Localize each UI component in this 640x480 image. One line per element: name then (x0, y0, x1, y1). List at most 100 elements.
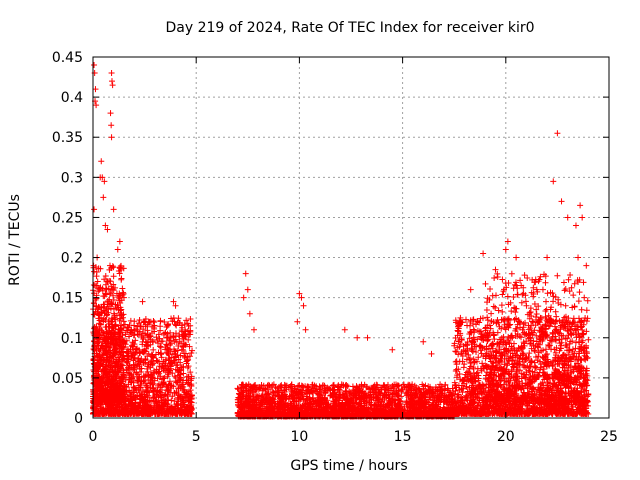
data-point (147, 364, 154, 371)
data-point (165, 320, 172, 327)
data-point (119, 314, 126, 321)
data-point (143, 389, 150, 396)
data-point (174, 402, 181, 409)
data-point (151, 325, 158, 332)
data-point (118, 275, 125, 282)
data-point (128, 397, 135, 404)
data-point (169, 393, 176, 400)
data-point (179, 324, 186, 331)
data-point (161, 400, 168, 407)
data-point (145, 404, 152, 411)
data-point (163, 349, 170, 356)
data-point (184, 390, 191, 397)
data-point (170, 409, 177, 416)
data-point (100, 410, 107, 417)
data-point (180, 363, 187, 370)
data-point (189, 347, 196, 354)
data-point (160, 381, 167, 388)
data-point (162, 356, 169, 363)
data-point (186, 343, 193, 350)
data-point (143, 341, 150, 348)
data-point (129, 354, 136, 361)
data-point (174, 352, 181, 358)
data-point (171, 398, 178, 405)
data-point (170, 315, 177, 322)
data-point (150, 387, 157, 394)
data-point (166, 406, 173, 413)
data-point (134, 331, 141, 338)
data-point (180, 399, 187, 406)
data-point (179, 379, 186, 386)
data-point (136, 374, 143, 381)
data-point (122, 331, 129, 338)
data-point (185, 373, 192, 380)
data-point (123, 366, 130, 373)
data-point (188, 382, 195, 389)
data-point (188, 391, 195, 398)
data-point (182, 406, 189, 413)
data-point (166, 355, 173, 362)
data-point (149, 352, 156, 359)
data-point (160, 367, 167, 374)
data-point (159, 363, 166, 370)
data-point (157, 403, 164, 410)
data-point (132, 345, 139, 352)
data-point (182, 333, 189, 340)
data-point (128, 352, 135, 359)
data-point (154, 382, 161, 389)
data-point (164, 363, 171, 370)
data-point (149, 375, 156, 382)
data-point (155, 331, 162, 338)
data-point (131, 318, 138, 325)
data-points (90, 62, 592, 420)
data-point (153, 398, 160, 405)
data-point (147, 333, 154, 340)
data-point (165, 366, 172, 373)
data-point (174, 410, 181, 417)
data-point (163, 405, 170, 412)
data-point (132, 406, 139, 413)
data-point (144, 353, 151, 360)
data-point (136, 395, 143, 402)
data-point (187, 369, 194, 376)
data-point (172, 330, 179, 337)
data-point (127, 371, 134, 378)
data-point (171, 389, 178, 396)
data-point (171, 358, 178, 365)
data-point (118, 409, 125, 416)
data-point (128, 378, 135, 385)
data-point (166, 378, 173, 385)
data-point (141, 399, 148, 406)
data-point (153, 351, 160, 358)
data-point (116, 317, 123, 324)
data-point (90, 281, 97, 288)
data-point (163, 341, 170, 348)
data-point (155, 340, 162, 347)
data-point (153, 369, 160, 376)
data-point (187, 316, 194, 323)
data-point (146, 410, 153, 417)
data-point (150, 339, 157, 346)
data-point (93, 273, 100, 280)
data-point (148, 372, 155, 379)
data-point (172, 366, 179, 373)
data-point (128, 326, 135, 333)
data-point (144, 327, 151, 334)
data-point (169, 351, 176, 358)
data-point (156, 358, 163, 365)
data-point (139, 338, 146, 345)
data-point (178, 367, 185, 374)
data-point (173, 362, 180, 369)
data-point (171, 346, 178, 353)
data-point (123, 403, 130, 410)
data-point (154, 358, 161, 365)
data-point (185, 396, 192, 403)
data-point (132, 386, 139, 393)
data-point (158, 404, 165, 411)
data-point (129, 343, 136, 350)
data-point (119, 404, 126, 411)
data-point (182, 350, 189, 357)
data-point (156, 335, 163, 342)
data-point (140, 374, 147, 381)
